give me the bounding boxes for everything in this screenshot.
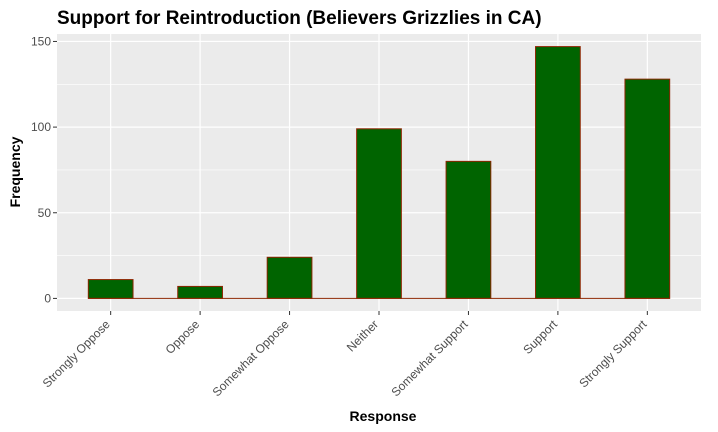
chart-title: Support for Reintroduction (Believers Gr…	[57, 8, 542, 29]
x-tick-label: Somewhat Support	[388, 317, 471, 400]
y-tick-label: 100	[31, 120, 51, 134]
bar-somewhat-support	[445, 160, 492, 299]
x-tick-label: Strongly Support	[576, 317, 650, 391]
y-tick-label: 50	[38, 206, 52, 220]
bars	[87, 46, 671, 299]
x-tick-label: Support	[520, 317, 560, 357]
y-tick-label: 150	[31, 34, 51, 48]
x-tick-label: Somewhat Oppose	[210, 317, 292, 399]
x-tick-label: Strongly Oppose	[40, 317, 113, 390]
bar-support	[535, 46, 581, 299]
y-axis: 0 50 100 150	[31, 34, 57, 305]
x-axis-title: Response	[350, 408, 417, 424]
x-axis: Strongly Oppose Oppose Somewhat Oppose Neit…	[40, 311, 650, 399]
bar-oppose	[177, 285, 223, 299]
bar-somewhat-oppose	[266, 256, 313, 299]
y-axis-title: Frequency	[7, 136, 23, 207]
bar-strongly-oppose	[87, 279, 134, 299]
x-tick-label: Neither	[344, 317, 381, 354]
y-tick-label: 0	[44, 291, 51, 305]
x-tick-label: Oppose	[163, 317, 203, 357]
bar-neither	[356, 128, 402, 299]
bar-strongly-support	[624, 78, 671, 299]
